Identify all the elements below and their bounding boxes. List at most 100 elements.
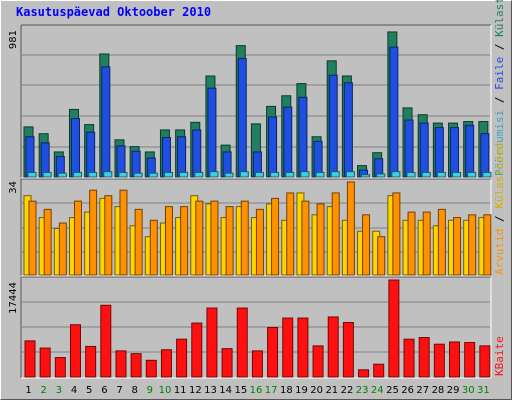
bar-kbytes — [130, 353, 142, 378]
legend-entry: KBaite — [493, 336, 506, 376]
legend-entry: Arvutid — [493, 229, 506, 275]
bar-hosts — [362, 214, 371, 276]
bar-files — [237, 58, 247, 178]
bar-files — [70, 118, 80, 178]
x-tick-label: 8 — [132, 385, 138, 396]
bar-files — [465, 124, 475, 178]
bar-kbytes — [267, 327, 279, 378]
bar-hosts — [89, 189, 98, 276]
bar-kbytes — [176, 338, 188, 378]
bar-hits — [209, 171, 219, 178]
bar-kbytes — [388, 279, 400, 378]
bar-kbytes — [418, 337, 430, 378]
bar-files — [434, 127, 444, 178]
bar-hosts — [119, 189, 128, 276]
bar-files — [192, 129, 202, 178]
bar-hits — [467, 171, 477, 178]
bar-hits — [148, 172, 158, 178]
bar-kbytes — [449, 341, 461, 378]
bar-hits — [103, 171, 113, 178]
bar-hits — [330, 171, 340, 178]
bar-kbytes — [221, 348, 233, 378]
bar-files — [268, 116, 278, 178]
bar-hits — [270, 171, 280, 178]
x-tick-label: 14 — [219, 385, 232, 396]
bar-kbytes — [145, 359, 157, 378]
bar-kbytes — [206, 307, 218, 378]
bar-kbytes — [464, 342, 476, 378]
bar-kbytes — [236, 307, 248, 378]
bar-files — [25, 136, 35, 178]
x-tick-label: 1 — [25, 385, 31, 396]
bar-kbytes — [100, 304, 112, 378]
legend-entry: Külastused — [493, 0, 506, 37]
bar-hosts — [271, 197, 280, 276]
bar-hosts — [346, 181, 355, 276]
bar-hosts — [73, 200, 82, 276]
x-tick-label: 24 — [371, 385, 384, 396]
bar-hits — [391, 171, 401, 178]
bar-files — [419, 122, 429, 178]
x-tick-label: 19 — [295, 385, 308, 396]
bar-hosts — [422, 211, 431, 276]
bar-kbytes — [403, 338, 415, 378]
x-tick-label: 6 — [101, 385, 107, 396]
legend-entry: Pöördumisi — [493, 110, 506, 176]
bar-hosts — [43, 208, 52, 276]
bar-hits — [345, 171, 355, 178]
x-tick-label: 11 — [174, 385, 187, 396]
bar-hosts — [58, 222, 67, 276]
bar-kbytes — [373, 363, 385, 378]
bar-kbytes — [433, 343, 445, 378]
x-tick-label: 4 — [71, 385, 77, 396]
bar-hits — [133, 172, 143, 178]
bar-files — [404, 119, 414, 178]
x-tick-label: 23 — [356, 385, 369, 396]
bar-hosts — [437, 208, 446, 276]
x-tick-label: 9 — [147, 385, 153, 396]
bar-files — [207, 87, 217, 178]
x-tick-label: 7 — [116, 385, 122, 396]
y-max-label: 981 — [8, 30, 19, 49]
x-tick-label: 22 — [341, 385, 354, 396]
x-tick-label: 16 — [250, 385, 263, 396]
bar-hits — [436, 171, 446, 178]
legend-separator: / — [493, 209, 506, 229]
x-tick-label: 3 — [56, 385, 62, 396]
bar-kbytes — [115, 350, 127, 378]
x-tick-label: 13 — [204, 385, 217, 396]
bar-kbytes — [85, 345, 97, 378]
bar-hits — [300, 171, 310, 178]
bar-hosts — [28, 200, 37, 276]
bar-hits — [27, 171, 37, 178]
bar-hosts — [180, 206, 189, 276]
bar-hits — [118, 171, 128, 178]
bar-hosts — [453, 217, 462, 276]
bar-files — [328, 74, 338, 178]
x-tick-label: 12 — [189, 385, 202, 396]
bar-kbytes — [358, 369, 370, 378]
legend-separator: / — [493, 37, 506, 57]
bar-hits — [315, 171, 325, 178]
bar-hosts — [134, 208, 143, 276]
bar-hits — [42, 171, 52, 178]
bar-hits — [376, 173, 386, 178]
bar-hits — [406, 171, 416, 178]
bar-hosts — [195, 200, 204, 276]
bar-files — [86, 131, 96, 178]
bar-hosts — [255, 208, 264, 276]
x-tick-label: 18 — [280, 385, 293, 396]
bar-hits — [421, 171, 431, 178]
bar-kbytes — [251, 350, 263, 378]
x-tick-label: 29 — [447, 385, 460, 396]
bar-hits — [72, 171, 82, 178]
bar-kbytes — [479, 345, 491, 378]
bar-hits — [194, 171, 204, 178]
bar-hosts — [407, 211, 416, 276]
bar-hosts — [240, 200, 249, 276]
bar-hosts — [483, 214, 492, 276]
bar-hosts — [286, 192, 295, 276]
bar-kbytes — [160, 349, 172, 378]
bar-hosts — [301, 200, 310, 276]
bar-hosts — [468, 214, 477, 276]
